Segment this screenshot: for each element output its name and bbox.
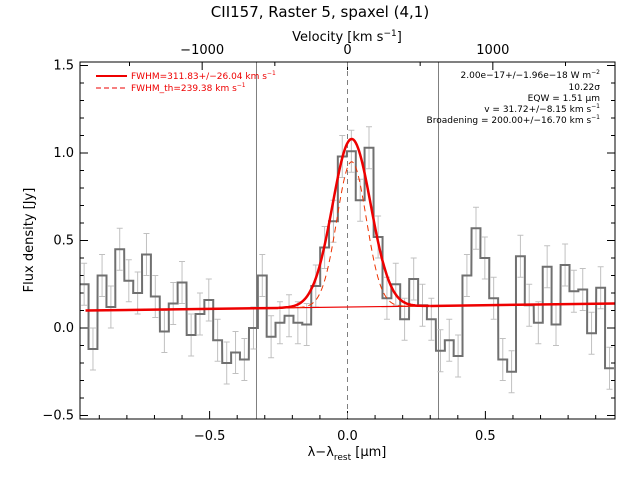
top-tick-label: 0 [343,43,351,58]
legend: FWHM=311.83+/−26.04 km s−1 FWHM_th=239.3… [96,70,276,94]
top-x-axis-title: Velocity [km s−1] [292,29,402,45]
fit-continuum-line [85,302,616,312]
top-tick-label: −1000 [180,43,224,58]
fit-thermal-curve [278,161,430,309]
x-tick-label: 0.0 [337,429,358,444]
bottom-x-axis-ticks: −0.5 0.0 0.5 [98,411,597,444]
y-axis-ticks: −0.5 0.0 0.5 1.0 1.5 [42,59,615,424]
annotation-velocity: v = 31.72+/−8.15 km s−1 [484,103,600,115]
plot-frame [79,61,616,420]
fit-gaussian-curve [278,137,430,310]
x-tick-label: 0.5 [475,429,496,444]
annotation-significance: 10.22σ [569,83,601,93]
top-tick-label: 1000 [476,43,509,58]
annotation-flux: 2.00e−17+/−1.96e−18 W m−2 [461,69,601,81]
x-tick-label: −0.5 [194,429,226,444]
fit-annotations: 2.00e−17+/−1.96e−18 W m−2 10.22σ EQW = 1… [427,69,601,126]
top-x-axis-ticks: −1000 0 1000 [129,43,566,70]
annotation-broadening: Broadening = 200.00+/−16.70 km s−1 [427,114,601,126]
chart-title: CII157, Raster 5, spaxel (4,1) [211,3,429,21]
y-tick-label: 1.5 [53,59,74,74]
x-axis-title: λ−λrest [μm] [308,445,387,463]
legend-label-fwhm-th: FWHM_th=239.38 km s−1 [131,82,246,94]
y-tick-label: 0.5 [53,234,74,249]
legend-label-fwhm: FWHM=311.83+/−26.04 km s−1 [131,70,276,82]
y-tick-label: 0.0 [53,321,74,336]
reference-lines [255,62,440,419]
y-tick-label: 1.0 [53,146,74,161]
annotation-eqw: EQW = 1.51 μm [528,94,600,104]
y-axis-title: Flux density [Jy] [22,188,37,293]
y-tick-label: −0.5 [42,409,74,424]
